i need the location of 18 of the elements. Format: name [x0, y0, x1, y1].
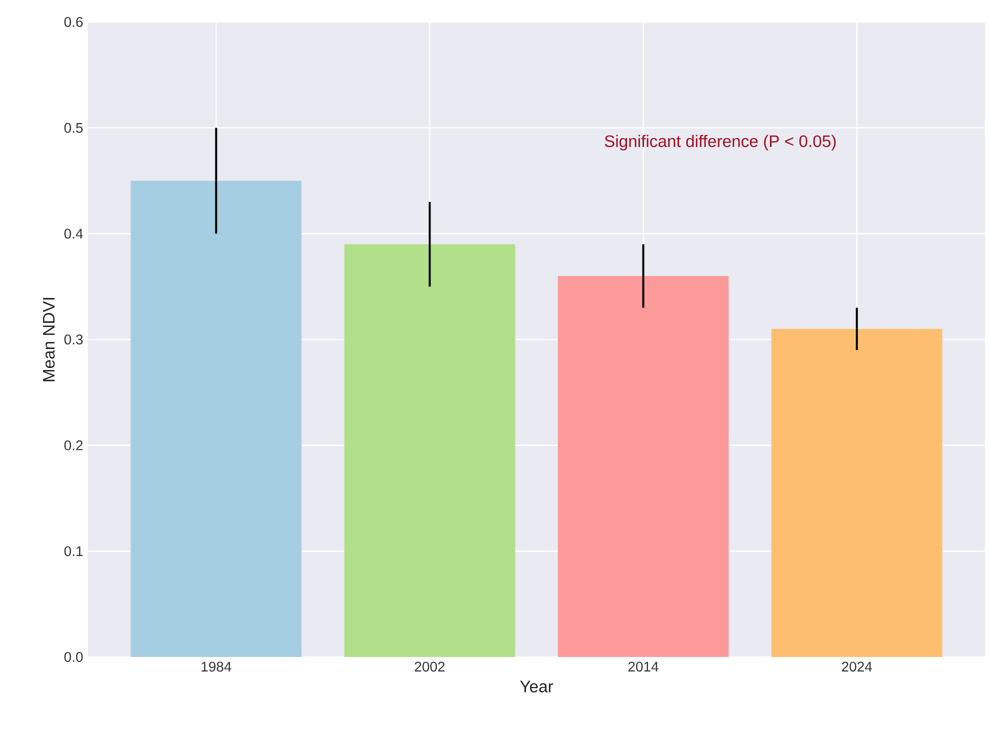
bar	[130, 180, 302, 657]
x-tick-label: 1984	[202, 662, 232, 672]
x-tick-label: 2024	[842, 662, 872, 672]
y-axis-title: Mean NDVI	[43, 298, 55, 382]
x-axis-title: Year	[520, 680, 554, 692]
bar	[558, 276, 729, 657]
y-tick-label: 0.2	[64, 440, 83, 450]
y-tick-label: 0.5	[64, 122, 83, 133]
y-tick-label: 0.1	[64, 546, 83, 556]
y-tick-label: 0.6	[64, 17, 83, 27]
bar	[344, 244, 516, 657]
bar	[771, 328, 942, 657]
annotation: Significant difference (P < 0.05)	[604, 134, 836, 150]
y-tick-label: 0.4	[64, 228, 83, 239]
x-tick-label: 2014	[628, 662, 658, 672]
y-tick-label: 0.0	[64, 652, 83, 662]
y-tick-label: 0.3	[64, 334, 83, 344]
x-tick-label: 2002	[414, 662, 445, 672]
